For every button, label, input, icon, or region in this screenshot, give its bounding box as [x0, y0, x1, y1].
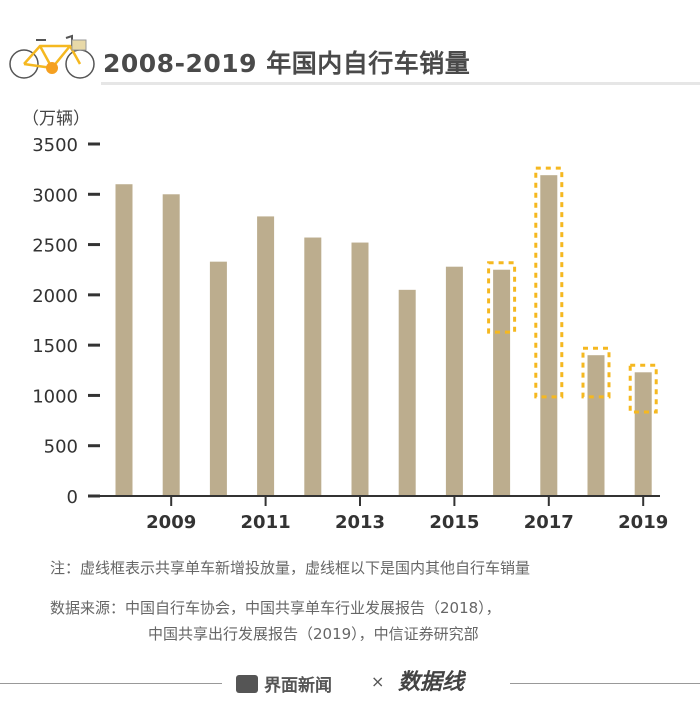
bar-2016	[493, 269, 511, 496]
bar-2015	[445, 266, 463, 496]
footer-divider	[510, 683, 700, 684]
source-line-2: 中国共享出行发展报告（2019），中信证券研究部	[148, 625, 479, 643]
y-tick-label: 1500	[32, 336, 78, 357]
bar-2019	[634, 372, 652, 496]
datamine-logo: 数据线	[398, 670, 465, 695]
chart-title: 2008-2019 年国内自行车销量	[103, 49, 471, 78]
bar-2017	[540, 175, 558, 497]
shared-bike-box-2017	[534, 166, 564, 399]
shared-bike-box-2019	[628, 363, 658, 414]
source-line-1: 数据来源：中国自行车协会，中国共享单车行业发展报告（2018），	[50, 599, 501, 617]
title-underline	[101, 82, 700, 85]
bar-2009	[162, 194, 180, 497]
x-tick-label: 2009	[146, 512, 196, 533]
jiemian-icon	[236, 674, 258, 693]
jiemian-logo: 界面新闻	[236, 671, 332, 696]
footer-divider	[0, 683, 222, 684]
bar-2014	[398, 289, 416, 496]
y-tick-label: 1000	[32, 386, 78, 407]
x-tick-label: 2019	[618, 512, 668, 533]
x-tick-label: 2015	[429, 512, 479, 533]
y-tick-label: 2500	[32, 236, 78, 257]
shared-bike-box-2018	[581, 346, 611, 399]
x-tick-label: 2011	[241, 512, 291, 533]
y-tick-label: 3000	[32, 185, 78, 206]
x-tick-label: 2017	[524, 512, 574, 533]
y-axis-label: （万辆）	[22, 109, 90, 129]
bar-2011	[257, 216, 275, 496]
bar-2008	[115, 184, 133, 496]
y-tick-label: 0	[67, 487, 78, 508]
bar-chart: （万辆） 0 500 1000 1500 2000 2500 3000 3500 2009 201…	[22, 109, 668, 533]
times-sign: ×	[371, 672, 385, 691]
chart-note: 注：虚线框表示共享单车新增投放量，虚线框以下是国内其他自行车销量	[50, 559, 531, 577]
bar-2013	[351, 242, 369, 496]
bar-2012	[304, 237, 322, 496]
y-tick-label: 500	[44, 437, 78, 458]
bicycle-icon	[9, 34, 95, 79]
shared-bike-box-2016	[487, 261, 517, 334]
bar-2018	[587, 355, 605, 496]
brand-name: 界面新闻	[264, 676, 332, 696]
y-tick-label: 2000	[32, 286, 78, 307]
x-tick-label: 2013	[335, 512, 385, 533]
y-tick-label: 3500	[32, 135, 78, 156]
bar-2010	[209, 261, 227, 496]
